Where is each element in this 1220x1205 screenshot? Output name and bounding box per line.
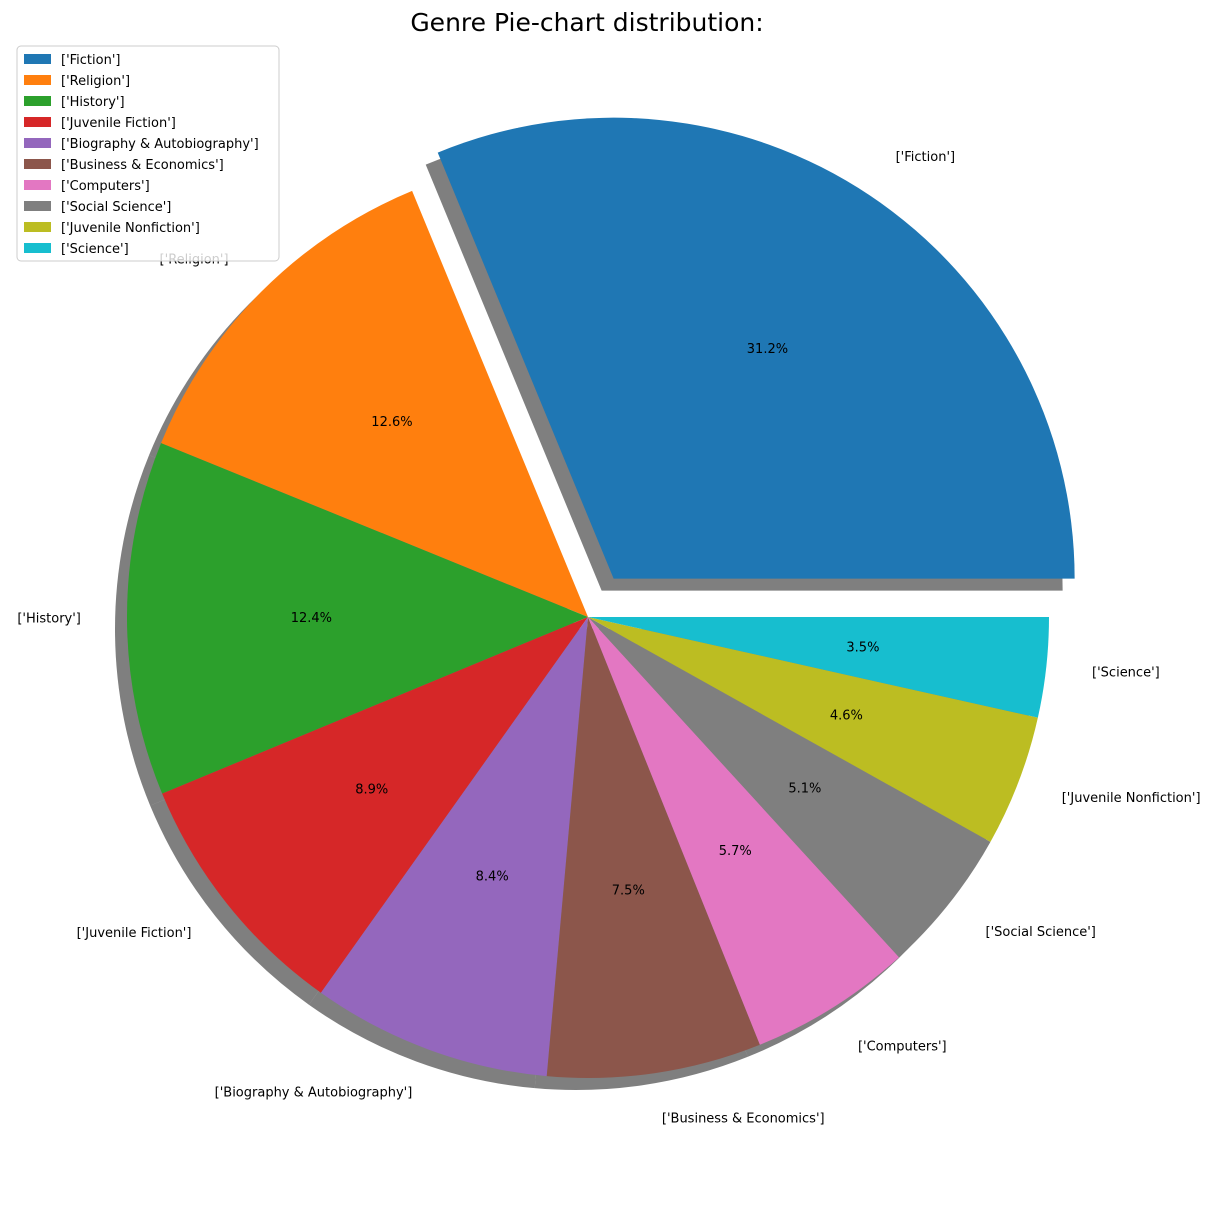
pct-label-juvenile-nonfiction: 4.6% xyxy=(830,709,863,724)
pct-label-history: 12.4% xyxy=(291,611,332,626)
slice-label-juvenile-fiction: ['Juvenile Fiction'] xyxy=(77,926,192,941)
legend-swatch-history xyxy=(24,96,51,106)
pct-label-business-economics: 7.5% xyxy=(612,884,645,899)
slice-labels: ['Fiction']['Religion']['History']['Juve… xyxy=(17,150,1200,1126)
pct-label-science: 3.5% xyxy=(846,640,879,655)
legend-swatch-biography-autobiography xyxy=(24,138,51,148)
slice-label-juvenile-nonfiction: ['Juvenile Nonfiction'] xyxy=(1062,791,1201,806)
slice-juvenile-nonfiction xyxy=(588,617,1038,842)
pct-label-biography-autobiography: 8.4% xyxy=(476,869,509,884)
pct-label-religion: 12.6% xyxy=(371,415,412,430)
legend-label-biography-autobiography: ['Biography & Autobiography'] xyxy=(61,137,259,152)
legend-swatch-religion xyxy=(24,75,51,85)
legend-label-science: ['Science'] xyxy=(61,242,129,257)
legend-label-history: ['History'] xyxy=(61,95,125,110)
percent-labels: 31.2% 12.6% 12.4% 8.9% 8.4% 7.5% 5.7% 5.1% 4.6% 3… xyxy=(291,342,880,899)
pie-slices xyxy=(126,117,1075,1078)
slice-science xyxy=(588,617,1049,718)
legend-label-fiction: ['Fiction'] xyxy=(61,53,120,68)
slice-juvenile-fiction xyxy=(162,617,588,993)
slice-label-business-economics: ['Business & Economics'] xyxy=(662,1112,825,1127)
slice-religion xyxy=(161,190,588,617)
legend-swatch-juvenile-fiction xyxy=(24,117,51,127)
pct-label-computers: 5.7% xyxy=(719,844,752,859)
slice-label-history: ['History'] xyxy=(17,612,81,627)
legend-label-religion: ['Religion'] xyxy=(61,74,130,89)
legend-label-computers: ['Computers'] xyxy=(61,179,150,194)
slice-label-biography-autobiography: ['Biography & Autobiography'] xyxy=(215,1086,413,1101)
slice-social-science xyxy=(588,617,991,958)
legend-swatch-science xyxy=(24,243,51,253)
legend: ['Fiction'] ['Religion'] ['History'] ['Juve… xyxy=(16,45,280,262)
legend-label-business-economics: ['Business & Economics'] xyxy=(61,158,224,173)
chart-title: Genre Pie-chart distribution: xyxy=(410,8,763,37)
pct-label-fiction: 31.2% xyxy=(747,342,788,357)
slice-history xyxy=(126,443,588,794)
legend-label-social-science: ['Social Science'] xyxy=(61,200,171,215)
legend-swatch-social-science xyxy=(24,201,51,211)
slice-computers xyxy=(588,617,900,1045)
legend-label-juvenile-nonfiction: ['Juvenile Nonfiction'] xyxy=(61,221,200,236)
legend-swatch-juvenile-nonfiction xyxy=(24,222,51,232)
legend-frame xyxy=(16,45,280,262)
slice-label-science: ['Science'] xyxy=(1092,666,1160,681)
pct-label-social-science: 5.1% xyxy=(788,782,821,797)
slice-biography-autobiography xyxy=(320,617,588,1077)
legend-swatch-fiction xyxy=(24,54,51,64)
slice-business-economics xyxy=(546,617,760,1078)
slice-label-computers: ['Computers'] xyxy=(858,1039,947,1054)
legend-swatch-business-economics xyxy=(24,159,51,169)
slice-label-social-science: ['Social Science'] xyxy=(986,925,1096,940)
slice-fiction xyxy=(437,117,1075,579)
legend-swatch-computers xyxy=(24,180,51,190)
legend-label-juvenile-fiction: ['Juvenile Fiction'] xyxy=(61,116,176,131)
legend-entries: ['Fiction'] ['Religion'] ['History'] ['Juve… xyxy=(24,53,259,257)
slice-label-fiction: ['Fiction'] xyxy=(896,150,955,165)
pct-label-juvenile-fiction: 8.9% xyxy=(355,782,388,797)
